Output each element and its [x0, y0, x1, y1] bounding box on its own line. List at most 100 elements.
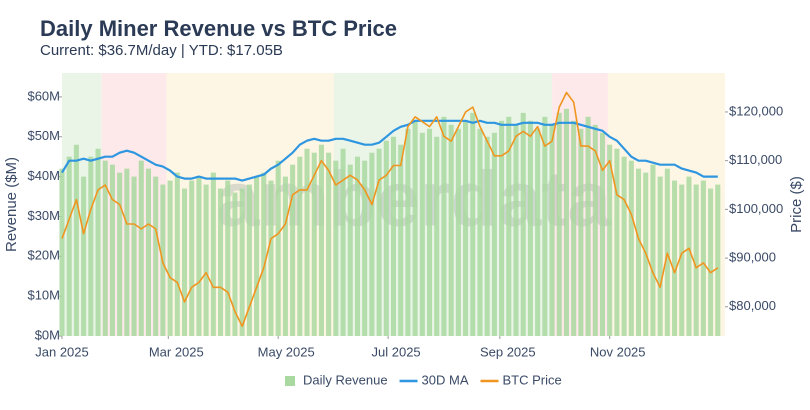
legend-item[interactable]: BTC Price [480, 372, 562, 387]
revenue-bar [95, 148, 101, 336]
revenue-bar [455, 128, 461, 336]
y-tick-label: $50M [27, 128, 60, 143]
x-tick-label: Nov 2025 [590, 344, 646, 359]
y2-tick-label: $100,000 [729, 201, 783, 216]
revenue-bar [628, 160, 634, 336]
revenue-bar [412, 120, 418, 337]
revenue-bar [679, 184, 685, 336]
revenue-bar [715, 184, 721, 336]
legend-label: 30D MA [422, 372, 469, 387]
revenue-bar [708, 188, 714, 336]
revenue-bar [686, 176, 692, 336]
y-tick-label: $30M [27, 208, 60, 223]
revenue-bar [376, 148, 382, 336]
legend-label: BTC Price [503, 372, 562, 387]
y-tick-label: $0M [35, 327, 60, 342]
revenue-bar [592, 124, 598, 336]
revenue-bar [326, 152, 332, 336]
revenue-bar [650, 164, 656, 336]
y-tick-label: $60M [27, 88, 60, 103]
revenue-bar [109, 164, 115, 336]
revenue-bar [73, 144, 79, 336]
revenue-bar [268, 180, 274, 336]
legend-item[interactable]: 30D MA [399, 372, 469, 387]
revenue-bar [174, 172, 180, 336]
revenue-bar [520, 112, 526, 337]
revenue-bar [693, 184, 699, 336]
revenue-bar [398, 144, 404, 336]
revenue-bar [599, 132, 606, 336]
revenue-bar [347, 164, 353, 336]
revenue-bar [275, 160, 281, 336]
revenue-bar [556, 112, 562, 337]
revenue-bar [463, 120, 469, 337]
revenue-bar [607, 144, 613, 336]
revenue-bar [664, 168, 670, 336]
revenue-bar [181, 188, 188, 336]
revenue-bar [470, 112, 476, 337]
revenue-bar [542, 116, 548, 336]
revenue-bar [102, 160, 108, 336]
revenue-bar [88, 156, 94, 336]
revenue-bar [81, 176, 87, 336]
y-tick-label: $20M [27, 248, 60, 263]
series-line [61, 119, 718, 182]
revenue-bar [535, 128, 541, 336]
revenue-bar [318, 144, 324, 336]
revenue-bar [203, 184, 209, 336]
revenue-bar [362, 160, 368, 336]
revenue-bar [614, 148, 620, 336]
revenue-bar [672, 180, 678, 336]
revenue-bar [153, 176, 159, 336]
y2-axis-title: Price ($) [788, 176, 805, 233]
revenue-bar [383, 140, 389, 336]
revenue-bar [369, 152, 375, 336]
revenue-bar [210, 172, 216, 336]
revenue-bar [167, 180, 173, 336]
revenue-bar [585, 116, 591, 336]
revenue-bar [246, 184, 252, 336]
chart-subtitle: Current: $36.7M/day | YTD: $17.05B [40, 42, 283, 59]
revenue-bar [405, 128, 411, 336]
revenue-bar [261, 172, 267, 336]
revenue-bar [549, 124, 555, 336]
chart-title: Daily Miner Revenue vs BTC Price [40, 16, 397, 41]
y2-tick-label: $90,000 [729, 250, 776, 265]
revenue-bar [239, 188, 245, 336]
y-tick-label: $10M [27, 288, 60, 303]
revenue-bar [131, 176, 137, 336]
revenue-bar [635, 168, 642, 336]
revenue-bar [657, 176, 663, 336]
revenue-bar [59, 168, 65, 336]
revenue-bar [232, 192, 238, 336]
revenue-bar [196, 176, 202, 336]
x-tick-label: Sep 2025 [480, 344, 536, 359]
legend-item[interactable]: Daily Revenue [285, 372, 388, 387]
x-tick-label: Mar 2025 [149, 344, 204, 359]
revenue-bar [145, 168, 152, 336]
revenue-bar [297, 156, 303, 336]
x-tick-label: Jan 2025 [35, 344, 89, 359]
revenue-bar [340, 148, 346, 336]
y2-tick-label: $120,000 [729, 103, 783, 118]
x-tick-label: Jul 2025 [372, 344, 421, 359]
revenue-bar [513, 124, 519, 336]
revenue-bar [419, 132, 425, 336]
revenue-bar [484, 136, 490, 336]
revenue-bar [333, 160, 339, 336]
revenue-bar [621, 156, 627, 336]
revenue-bar [66, 156, 72, 336]
revenue-bar [527, 120, 533, 337]
revenue-bar [441, 116, 447, 336]
revenue-bar [477, 128, 483, 336]
revenue-bar [448, 124, 454, 336]
legend-label: Daily Revenue [303, 372, 388, 387]
revenue-bar [434, 136, 440, 336]
revenue-bar [218, 188, 224, 336]
revenue-bar [117, 172, 123, 336]
y2-tick-label: $110,000 [729, 152, 782, 167]
x-tick-label: May 2025 [258, 344, 315, 359]
revenue-bar [138, 160, 144, 336]
revenue-bar [390, 136, 397, 336]
